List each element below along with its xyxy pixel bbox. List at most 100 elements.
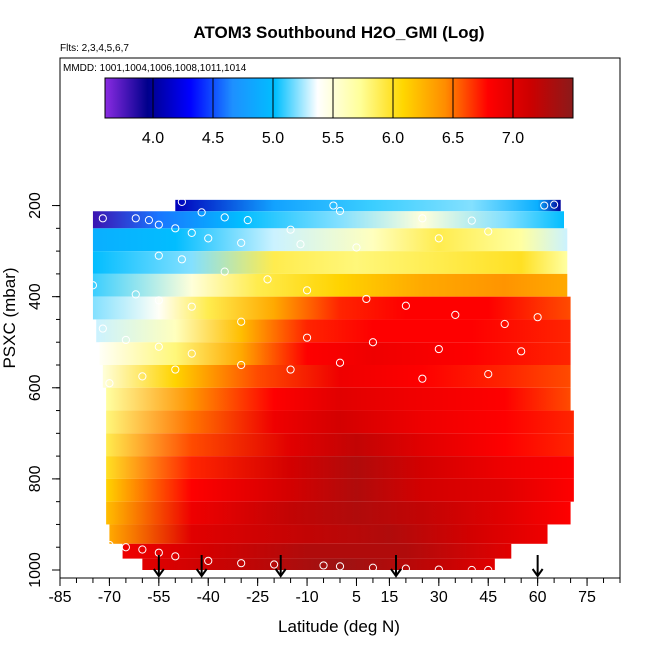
x-tick-label: 75 [578,589,596,606]
heatmap-band [106,410,574,434]
observation-point [237,317,246,326]
observation-point [550,200,559,209]
x-tick-label: 60 [529,589,547,606]
observation-point [434,234,443,243]
heatmap-band [92,273,568,297]
observation-point [533,313,542,322]
observation-point [88,281,98,290]
x-tick-label: -55 [147,589,170,606]
observation-point [352,243,361,252]
observation-point [237,238,246,248]
x-tick-label: -40 [197,589,220,606]
x-tick-label: -25 [246,589,269,606]
heatmap-band [122,543,512,559]
observation-point [335,358,345,367]
observation-point [467,216,476,225]
x-tick-label: 5 [352,589,361,606]
heatmap-band [106,478,574,502]
dates-annotation: MMDD: 1001,1004,1006,1008,1011,1014 [63,63,247,74]
observation-point [286,365,295,374]
observation-point [131,290,140,299]
observation-point [105,540,114,550]
observation-points [88,197,559,575]
observation-point [131,214,140,223]
colorbar-tick-label: 5.5 [322,130,344,147]
observation-point [237,360,246,370]
heatmap-band [92,296,571,320]
observation-point [187,302,196,311]
observation-point [154,220,163,229]
colorbar: 4.0 4.5 5.0 5.5 6.0 6.5 7.0 [104,77,574,147]
x-axis-label: Latitude (deg N) [278,617,400,636]
x-tick-label: 30 [430,589,448,606]
x-tick-label: 45 [479,589,497,606]
observation-point [177,255,186,264]
observation-point [434,344,443,354]
x-axis: -85 -70 -55 -40 -25 -10 5 15 30 45 60 75 [48,578,621,606]
heatmap-band [106,387,571,411]
observation-point [418,214,427,223]
observation-point [451,310,460,319]
observation-point [368,563,378,572]
observation-point [177,197,186,207]
y-axis: 200 400 600 800 1000 [27,192,60,588]
observation-point [302,286,312,295]
flights-annotation: Flts: 2,3,4,5,6,7 [60,43,129,54]
observation-point [302,333,312,342]
observation-point [154,251,163,260]
observation-point [171,224,180,233]
observation-point [187,228,196,237]
observation-point [434,565,443,574]
flight-arrow [274,555,287,578]
observation-point [243,216,252,225]
heatmap-band [92,228,568,252]
observation-point [484,370,493,379]
colorbar-tick-label: 7.0 [502,130,524,147]
observation-point [197,208,206,217]
observation-point [220,267,229,276]
observation-point [204,556,213,565]
colorbar-tick-label: 4.5 [202,130,224,147]
y-tick-label: 200 [27,192,44,219]
observation-point [105,379,114,388]
heatmap-band [175,199,561,212]
observation-point [467,565,476,575]
observation-point [418,374,427,383]
heatmap-bands [92,199,574,570]
observation-point [171,365,180,374]
heatmap-band [99,342,571,365]
x-tick-label: -85 [48,589,71,606]
flight-arrow [390,555,402,578]
heatmap-band [92,251,568,274]
flight-arrow [195,555,208,578]
observation-point [204,234,213,243]
observation-point [263,275,272,284]
y-tick-label: 600 [27,374,44,401]
observation-point [368,338,378,347]
heatmap-band [106,501,571,525]
flight-arrow [153,555,165,578]
observation-point [138,545,147,554]
x-tick-label: 15 [381,589,399,606]
observation-point [500,319,509,329]
observation-point [335,206,345,216]
observation-point [296,240,305,249]
flight-arrow [531,555,544,578]
observation-point [329,201,338,210]
colorbar-tick-label: 4.0 [142,130,164,147]
observation-point [540,201,549,210]
colorbar-tick-label: 5.0 [262,130,284,147]
observation-point [154,342,163,351]
observation-point [319,561,328,570]
heatmap-band [106,433,574,457]
heatmap-band [142,558,495,570]
observation-point [144,216,154,225]
y-tick-label: 1000 [27,552,44,588]
observation-point [517,347,526,356]
observation-point [220,213,229,222]
observation-point [121,335,130,345]
observation-point [187,349,196,358]
chart-title: ATOM3 Southbound H2O_GMI (Log) [193,23,484,42]
heatmap-band [106,456,574,479]
